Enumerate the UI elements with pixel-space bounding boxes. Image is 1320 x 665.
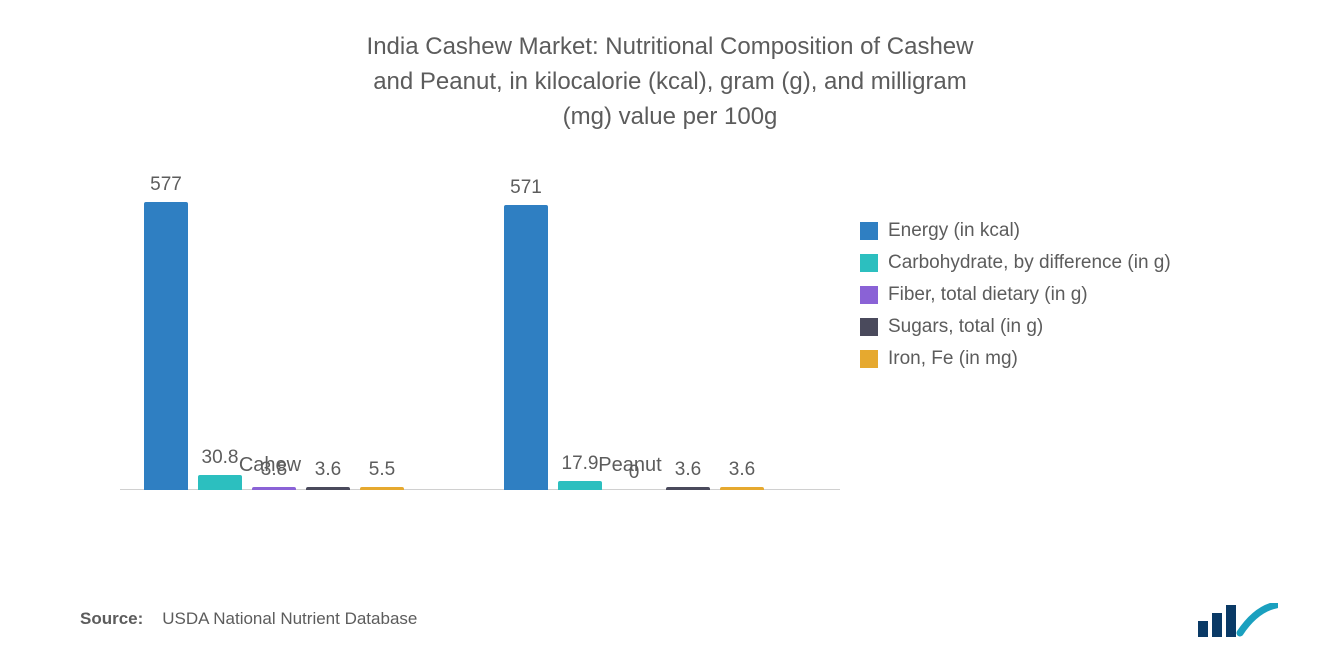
legend-label: Carbohydrate, by difference (in g) <box>888 252 1171 274</box>
legend: Energy (in kcal) Carbohydrate, by differ… <box>860 220 1171 370</box>
bar-iron: 3.6 <box>720 487 764 490</box>
chart-page: India Cashew Market: Nutritional Composi… <box>0 0 1320 665</box>
legend-swatch <box>860 318 878 336</box>
legend-item-carbohydrate: Carbohydrate, by difference (in g) <box>860 252 1171 274</box>
bar-energy: 577 <box>144 202 188 491</box>
bars: 571 17.9 0 3.6 3.6 <box>480 190 780 490</box>
bar-iron: 5.5 <box>360 487 404 490</box>
source-text: USDA National Nutrient Database <box>162 609 417 628</box>
legend-swatch <box>860 350 878 368</box>
legend-item-sugars: Sugars, total (in g) <box>860 316 1171 338</box>
legend-label: Iron, Fe (in mg) <box>888 348 1018 370</box>
source-prefix: Source: <box>80 609 143 628</box>
legend-swatch <box>860 286 878 304</box>
brand-logo-icon <box>1198 603 1278 637</box>
legend-label: Sugars, total (in g) <box>888 316 1043 338</box>
source-citation: Source: USDA National Nutrient Database <box>80 609 417 629</box>
bar-group-cashew: 577 30.8 3.8 3.6 5.5 Cahew <box>120 190 420 490</box>
legend-label: Energy (in kcal) <box>888 220 1020 242</box>
bar-value-label: 577 <box>139 174 193 196</box>
plot-area: 577 30.8 3.8 3.6 5.5 Cahew 571 17.9 0 3.… <box>120 184 800 534</box>
category-label: Peanut <box>480 454 780 477</box>
legend-swatch <box>860 254 878 272</box>
bar-group-peanut: 571 17.9 0 3.6 3.6 Peanut <box>480 190 780 490</box>
category-label: Cahew <box>120 454 420 477</box>
bar-carbohydrate: 17.9 <box>558 481 602 490</box>
legend-item-iron: Iron, Fe (in mg) <box>860 348 1171 370</box>
legend-item-fiber: Fiber, total dietary (in g) <box>860 284 1171 306</box>
chart-title: India Cashew Market: Nutritional Composi… <box>350 30 990 134</box>
chart-body: 577 30.8 3.8 3.6 5.5 Cahew 571 17.9 0 3.… <box>80 184 1260 534</box>
bar-sugars: 3.6 <box>666 487 710 490</box>
bar-fiber: 3.8 <box>252 487 296 490</box>
bar-sugars: 3.6 <box>306 487 350 490</box>
bar-value-label: 571 <box>499 177 553 199</box>
bar-energy: 571 <box>504 205 548 491</box>
legend-item-energy: Energy (in kcal) <box>860 220 1171 242</box>
bars: 577 30.8 3.8 3.6 5.5 <box>120 190 420 490</box>
legend-label: Fiber, total dietary (in g) <box>888 284 1088 306</box>
legend-swatch <box>860 222 878 240</box>
